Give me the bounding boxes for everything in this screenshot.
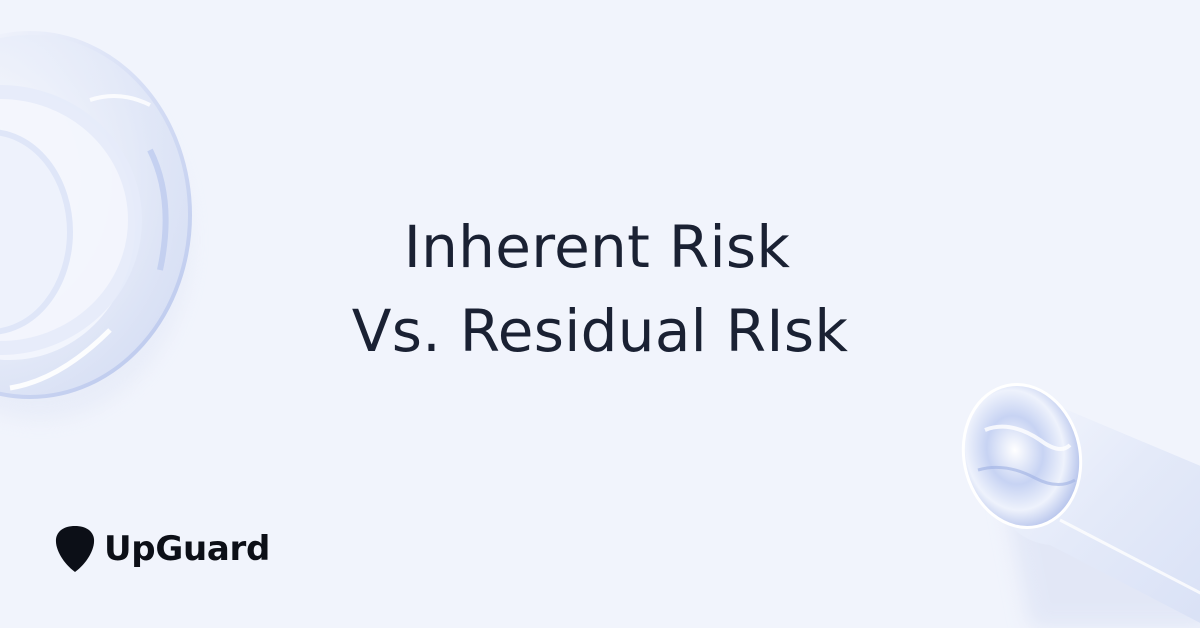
brand-name: UpGuard — [104, 529, 271, 569]
title-line-2: Vs. Residual RIsk — [351, 297, 849, 365]
brand-logo: UpGuard — [54, 524, 270, 574]
glass-cylinder-icon — [961, 383, 1200, 628]
glass-rings-icon — [0, 31, 192, 420]
title-line-1: Inherent Risk — [403, 213, 791, 281]
shield-icon — [55, 526, 95, 572]
page-title: Inherent Risk Vs. Residual RIsk — [0, 205, 1200, 373]
